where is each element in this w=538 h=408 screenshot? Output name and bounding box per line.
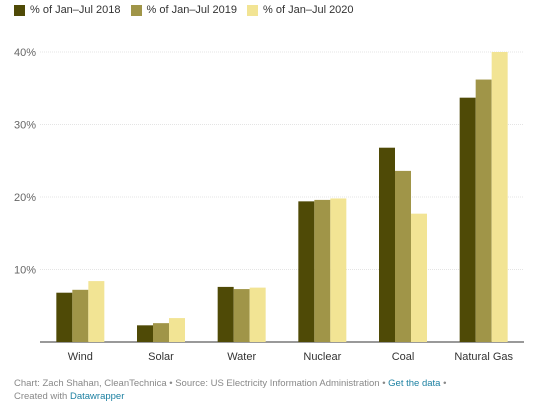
bar-natural-gas-1 — [475, 79, 492, 343]
x-tick-label: Coal — [392, 351, 415, 363]
bar-coal-0 — [379, 147, 395, 342]
y-tick-label: 10% — [14, 265, 36, 277]
bar-water-2 — [249, 287, 266, 342]
bar-solar-2 — [169, 318, 185, 342]
x-tick-label: Nuclear — [303, 351, 341, 363]
bar-chart: 10% 20% 30% 40% Wind Solar Water Nuclear Coal Nat… — [14, 47, 524, 363]
legend-item-2018: % of Jan–Jul 2018 — [14, 4, 121, 16]
footer-separator: • — [440, 378, 447, 389]
footer-credit: Chart: Zach Shahan, CleanTechnica • Sour… — [14, 378, 389, 389]
legend-swatch-2018 — [14, 4, 25, 16]
bar-natural-gas-2 — [491, 52, 508, 342]
x-tick-label: Water — [227, 351, 256, 363]
get-the-data-link[interactable]: Get the data — [388, 378, 441, 389]
y-tick-label: 20% — [14, 192, 36, 204]
bar-solar-1 — [153, 323, 169, 342]
bar-water-1 — [233, 289, 250, 342]
bar-nuclear-2 — [330, 198, 347, 342]
legend-label-2019: % of Jan–Jul 2019 — [146, 4, 238, 16]
bar-wind-2 — [88, 281, 105, 342]
chart-footer: Chart: Zach Shahan, CleanTechnica • Sour… — [14, 377, 514, 403]
legend-item-2020: % of Jan–Jul 2020 — [247, 4, 354, 16]
datawrapper-link[interactable]: Datawrapper — [69, 391, 125, 402]
bar-wind-0 — [56, 292, 73, 342]
bar-nuclear-1 — [314, 199, 331, 342]
footer-created-prefix: Created with — [14, 391, 70, 402]
bar-wind-1 — [72, 289, 89, 342]
x-tick-label: Solar — [148, 351, 174, 363]
legend-label-2020: % of Jan–Jul 2020 — [263, 4, 354, 16]
bar-water-0 — [217, 286, 234, 342]
legend-swatch-2020 — [247, 4, 259, 16]
x-tick-label: Natural Gas — [454, 351, 513, 363]
legend: % of Jan–Jul 2018 % of Jan–Jul 2019 % of… — [14, 4, 364, 16]
legend-label-2018: % of Jan–Jul 2018 — [30, 4, 121, 16]
bar-natural-gas-0 — [459, 97, 476, 342]
bar-coal-2 — [411, 213, 427, 342]
legend-swatch-2019 — [130, 4, 142, 16]
y-tick-label: 30% — [14, 120, 36, 132]
legend-item-2019: % of Jan–Jul 2019 — [130, 4, 238, 16]
bar-coal-1 — [395, 170, 411, 342]
y-tick-label: 40% — [14, 47, 36, 59]
bar-solar-0 — [137, 325, 153, 342]
x-tick-label: Wind — [68, 351, 93, 363]
bar-nuclear-0 — [298, 201, 315, 342]
